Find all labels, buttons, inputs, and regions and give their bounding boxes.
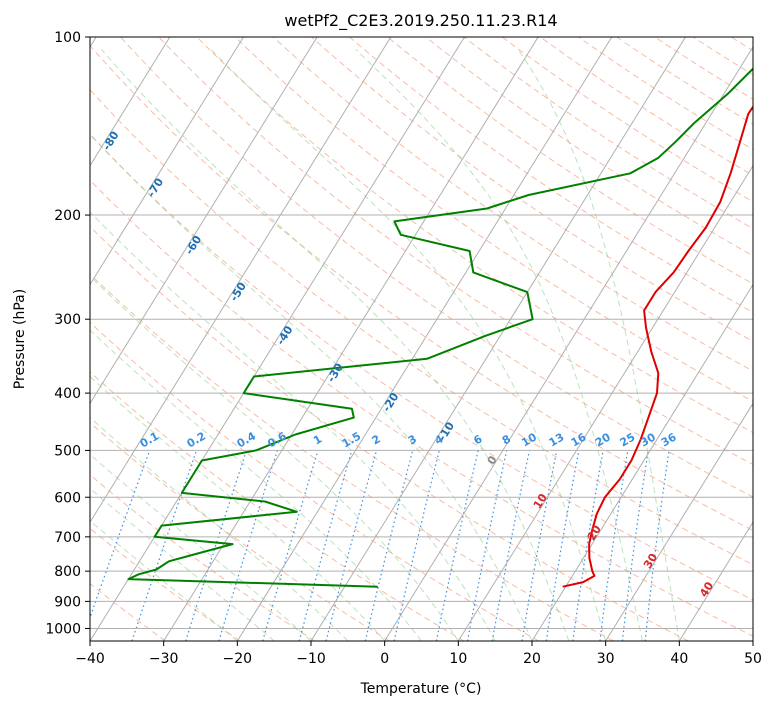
y-tick-label: 700	[54, 530, 81, 546]
isotherm-line	[90, 37, 465, 641]
background-lines	[90, 37, 775, 641]
isotherm-line	[384, 45, 753, 641]
grid-lines	[90, 37, 753, 641]
x-tick-label: 0	[380, 651, 389, 667]
mixing-ratio-line	[599, 450, 629, 641]
x-tick-label: −10	[296, 651, 326, 667]
dry-adiabat	[90, 273, 614, 641]
dry-adiabat	[425, 37, 753, 257]
dry-adiabat	[234, 37, 753, 403]
mixing-ratio-line	[621, 450, 649, 641]
y-tick-label: 200	[54, 208, 81, 224]
isotherm-line	[310, 37, 686, 641]
y-tick-label: 600	[54, 490, 81, 506]
isotherm-label: -100	[7, 34, 33, 65]
x-tick-label: −40	[75, 651, 105, 667]
dry-adiabat	[311, 37, 753, 342]
mixing-ratio-line	[325, 450, 378, 641]
isotherm-line	[90, 37, 392, 524]
x-tick-label: 20	[523, 651, 541, 667]
isotherm-line	[90, 37, 318, 405]
x-tick-label: 40	[670, 651, 688, 667]
dry-adiabat	[90, 225, 689, 641]
moist-adiabat	[355, 49, 643, 641]
mixing-ratio-line	[644, 450, 670, 641]
series-layer	[127, 67, 753, 588]
dry-adiabat	[120, 37, 753, 498]
y-axis: 100 200 300 400 500 600 700 800 900 1000	[45, 30, 90, 637]
mixing-ratio-line	[298, 450, 353, 641]
isotherm-line	[605, 402, 753, 641]
mixing-ratio-line	[491, 450, 530, 641]
moist-adiabat	[90, 133, 533, 641]
moist-adiabat	[90, 275, 459, 641]
dry-adiabat	[272, 37, 753, 372]
y-tick-label: 1000	[45, 621, 81, 637]
mixing-ratio-line	[218, 450, 278, 641]
plot-frame	[89, 36, 754, 642]
dry-adiabat	[90, 321, 540, 641]
dry-adiabat	[349, 37, 753, 313]
x-tick-label: −30	[149, 651, 179, 667]
isotherm-line	[531, 283, 753, 641]
mixing-ratio-line	[262, 450, 319, 641]
x-axis-title: Temperature (°C)	[360, 681, 482, 697]
mixing-ratio-line	[131, 450, 198, 641]
temperature-profile-line	[562, 104, 753, 588]
isotherm-line	[678, 521, 753, 641]
moist-adiabat	[101, 49, 570, 641]
dry-adiabat	[387, 37, 753, 285]
mixing-ratio-line	[521, 450, 558, 641]
isotherm-line	[752, 640, 753, 641]
mixing-ratio-line	[435, 450, 479, 641]
dry-adiabat	[90, 474, 315, 641]
x-tick-label: −20	[223, 651, 253, 667]
x-axis: −40 −30 −20 −10 0 10 20 30 40 50	[75, 641, 762, 667]
x-tick-label: 10	[449, 651, 467, 667]
isotherm-line	[457, 164, 753, 641]
isotherm-line	[90, 37, 171, 167]
mixing-ratio-line	[572, 450, 604, 641]
y-axis-title: Pressure (hPa)	[12, 289, 28, 389]
chart-title: wetPf2_C2E3.2019.250.11.23.R14	[284, 11, 557, 31]
x-tick-label: 50	[744, 651, 762, 667]
dry-adiabat	[158, 37, 753, 465]
y-tick-label: 800	[54, 564, 81, 580]
y-tick-label: 100	[54, 30, 81, 46]
y-tick-label: 500	[54, 443, 81, 459]
dewpoint-profile-line	[127, 67, 753, 588]
dry-adiabat	[90, 179, 753, 637]
isotherm-line	[163, 37, 539, 641]
isotherm-line	[90, 37, 244, 286]
mixing-ratio-line	[185, 450, 248, 641]
moist-adiabat	[90, 329, 422, 641]
y-tick-label: 400	[54, 386, 81, 402]
mixing-ratio-line	[364, 450, 414, 641]
dry-adiabat	[196, 37, 753, 434]
dry-adiabat	[90, 422, 390, 641]
y-tick-label: 300	[54, 312, 81, 328]
moist-adiabat	[90, 416, 349, 641]
isotherm-label: -90	[55, 82, 77, 106]
moist-adiabat	[90, 520, 238, 641]
moist-adiabat	[210, 49, 607, 641]
mixing-ratio-line	[466, 450, 508, 641]
mixing-ratio-line	[393, 450, 440, 641]
dry-adiabat	[90, 88, 753, 566]
isotherm-line	[236, 37, 613, 641]
moist-adiabat	[517, 49, 680, 641]
x-tick-label: 30	[597, 651, 615, 667]
dry-adiabat	[769, 37, 775, 641]
y-tick-label: 900	[54, 594, 81, 610]
